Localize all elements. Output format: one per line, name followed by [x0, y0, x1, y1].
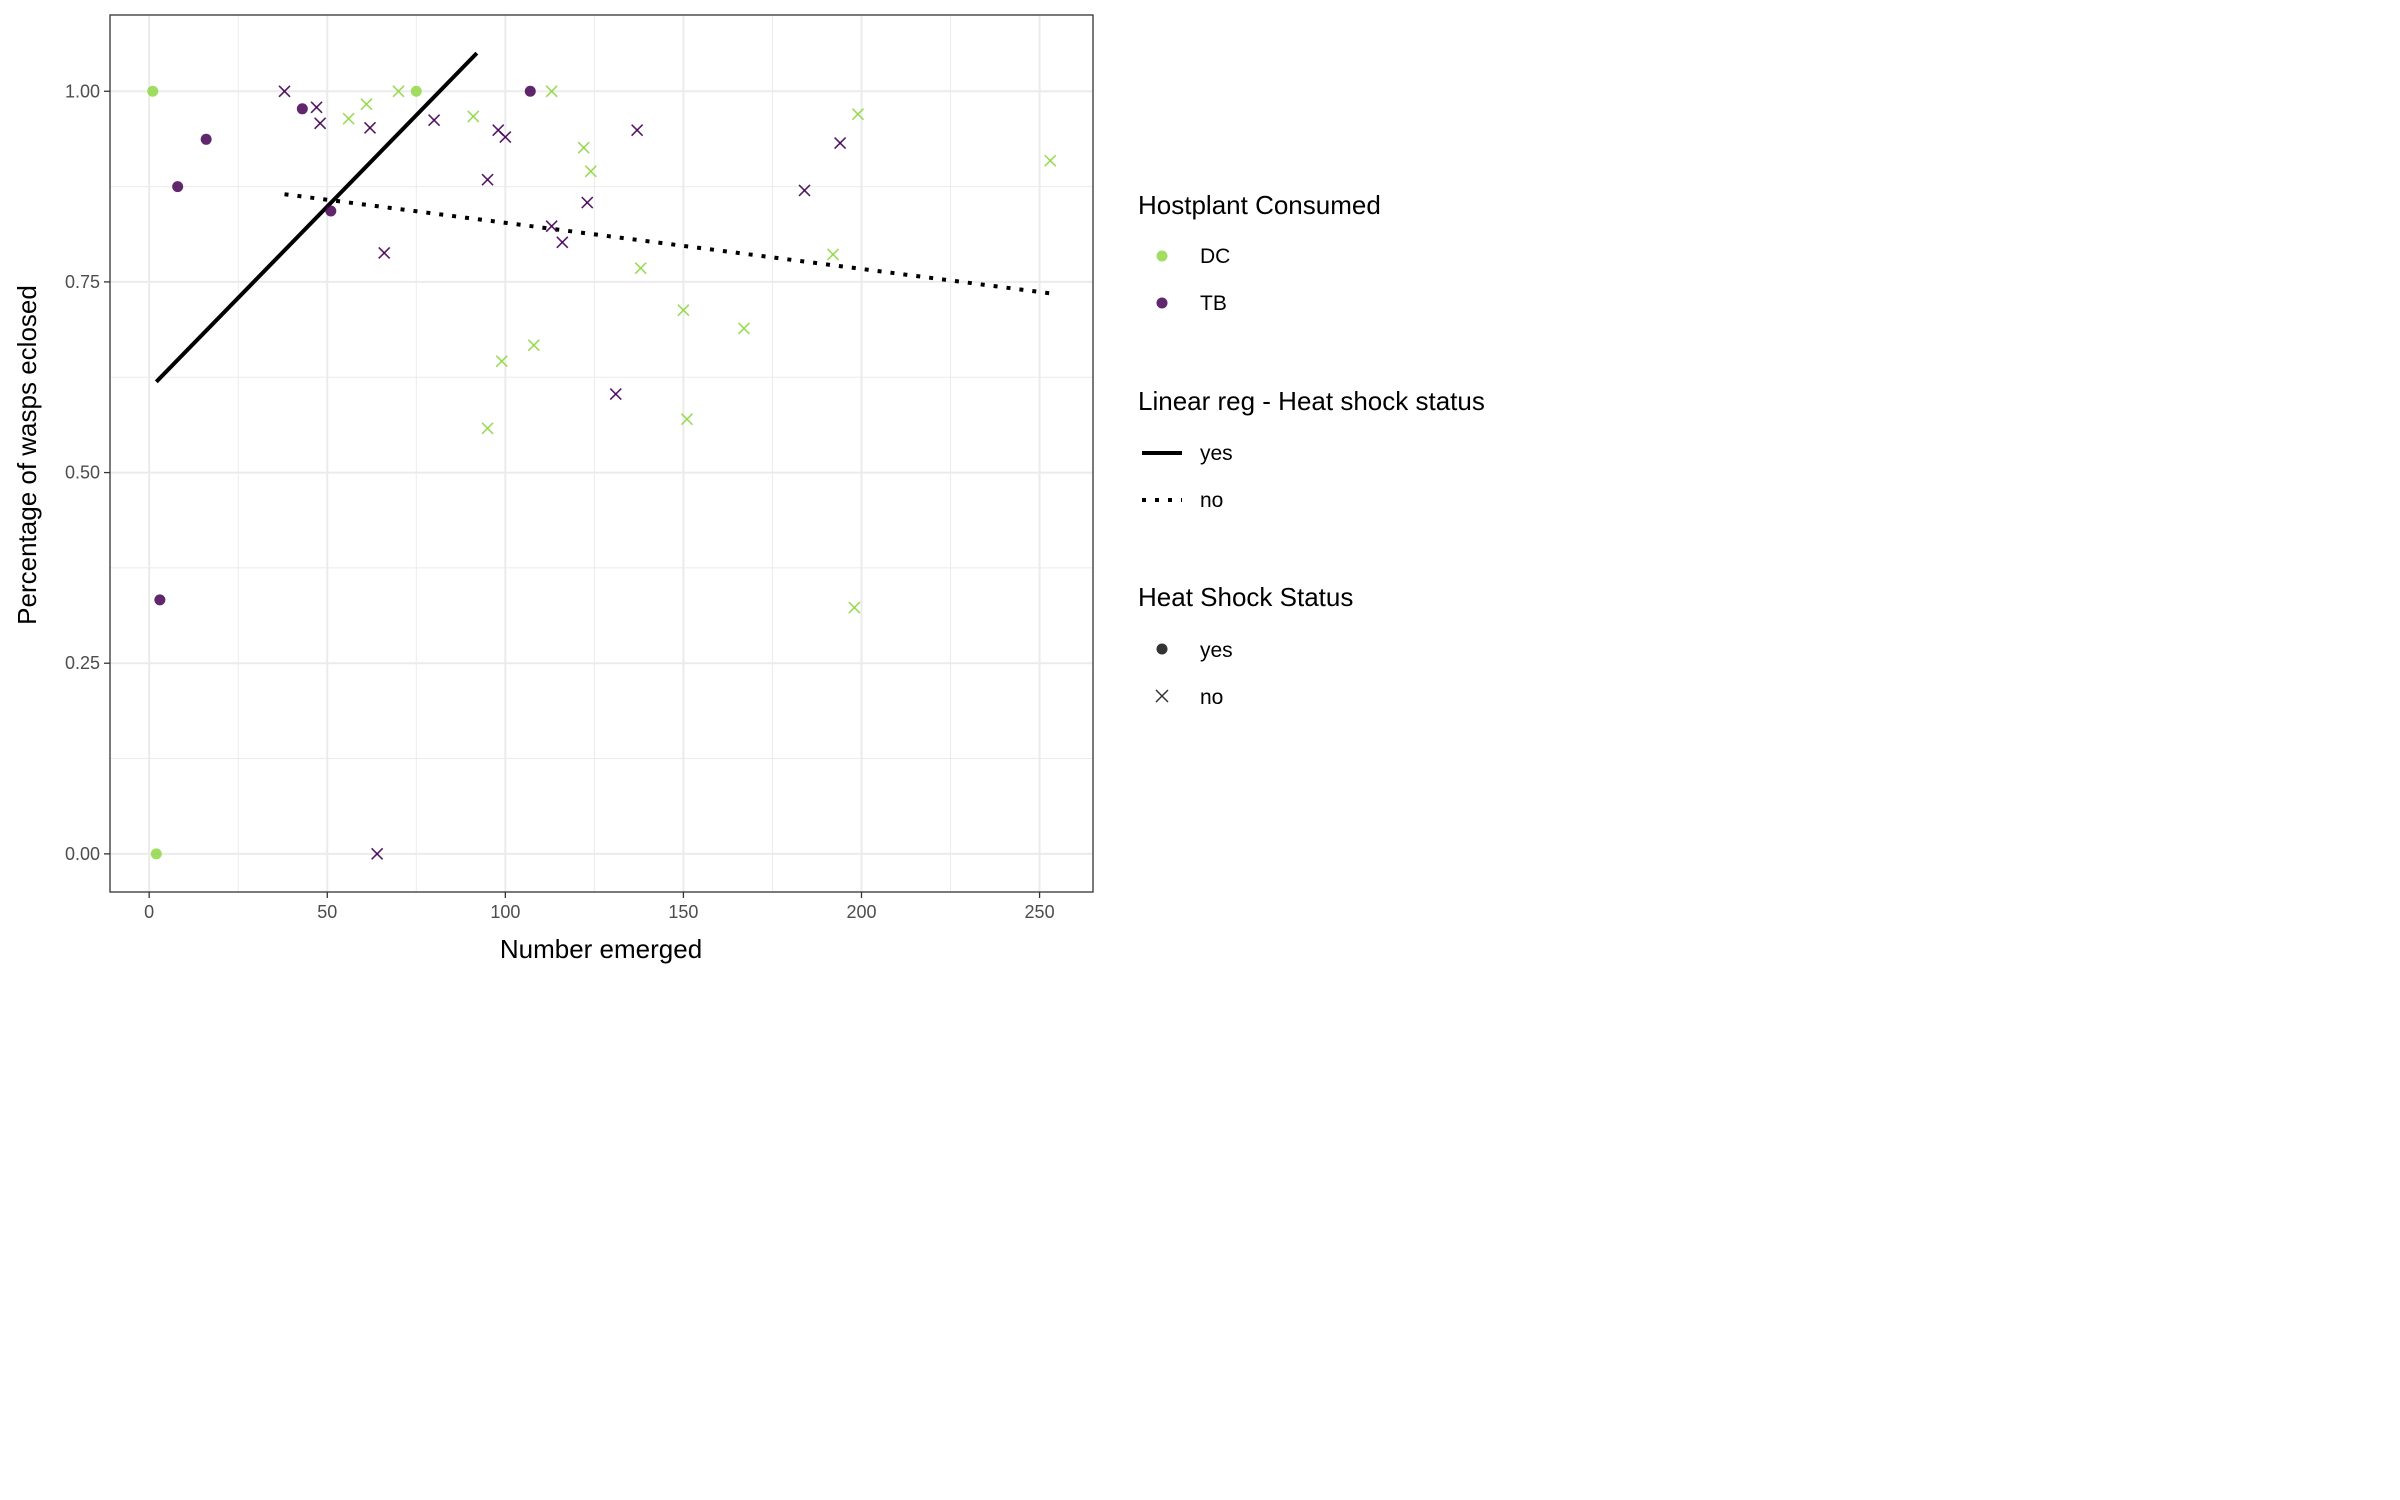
- point-dc-heatshock-no: [495, 355, 508, 368]
- legend-hostplant: Hostplant Consumed DC TB: [1138, 190, 1381, 315]
- legend-heatshock-title: Heat Shock Status: [1138, 582, 1353, 612]
- point-dc-heatshock-yes: [410, 85, 422, 97]
- point-dc-heatshock-no: [527, 339, 540, 352]
- point-dc-heatshock-no: [826, 248, 840, 261]
- point-dc-heatshock-no: [584, 165, 597, 178]
- y-tick-label: 0.25: [65, 653, 100, 673]
- legend-heatshock-no-label: no: [1200, 686, 1223, 709]
- x-tick-label: 150: [668, 902, 698, 922]
- point-tb-heatshock-yes: [325, 205, 337, 217]
- y-tick-label: 1.00: [65, 81, 100, 101]
- point-dc-heatshock-yes: [150, 848, 162, 860]
- y-tick-label: 0.75: [65, 272, 100, 292]
- point-dc-heatshock-no: [467, 110, 480, 123]
- legend-tb-label: TB: [1200, 292, 1227, 315]
- point-dc-heatshock-no: [848, 601, 861, 614]
- x-tick-label: 50: [317, 902, 337, 922]
- regression-line-yes: [154, 51, 479, 384]
- point-tb-heatshock-yes: [524, 85, 536, 97]
- legend-linreg-title: Linear reg - Heat shock status: [1138, 386, 1485, 416]
- point-tb-heatshock-no: [798, 184, 811, 197]
- point-dc-heatshock-no: [737, 322, 751, 335]
- legend-linreg-yes-label: yes: [1200, 442, 1233, 465]
- chart-root: 0 50 100 150 200 250 0.00 0.25 0.50 0.75 1.00 Num…: [0, 0, 1552, 976]
- legend-heatshock: Heat Shock Status yes no: [1138, 582, 1353, 709]
- y-tick-label: 0.50: [65, 463, 100, 483]
- legend-tb-key: [1156, 297, 1168, 309]
- legend-dc-label: DC: [1200, 245, 1230, 268]
- major-gridlines: [110, 15, 1093, 892]
- point-dc-heatshock-no: [851, 108, 865, 121]
- x-tick-label: 200: [846, 902, 876, 922]
- chart-background: [0, 0, 1552, 976]
- y-axis-ticks: 0.00 0.25 0.50 0.75 1.00: [65, 81, 110, 864]
- point-dc-heatshock-no: [392, 85, 405, 98]
- point-dc-heatshock-no: [677, 304, 690, 317]
- legend-dc-key: [1156, 250, 1168, 262]
- x-tick-label: 0: [144, 902, 154, 922]
- data-points: [147, 85, 1057, 860]
- point-tb-heatshock-no: [834, 137, 847, 150]
- point-dc-heatshock-no: [360, 98, 373, 111]
- legend-hostplant-title: Hostplant Consumed: [1138, 190, 1381, 220]
- point-tb-heatshock-yes: [296, 103, 308, 115]
- point-dc-heatshock-no: [481, 422, 494, 435]
- panel-border: [109, 14, 1094, 893]
- point-dc-heatshock-no: [634, 262, 647, 275]
- legend-no-shape-key: [1155, 689, 1169, 703]
- point-tb-heatshock-yes: [200, 133, 212, 145]
- legend-yes-shape-key: [1156, 643, 1168, 655]
- point-tb-heatshock-yes: [154, 594, 166, 606]
- point-dc-heatshock-no: [545, 85, 558, 98]
- point-tb-heatshock-no: [314, 117, 327, 130]
- point-tb-heatshock-no: [581, 196, 594, 209]
- point-tb-heatshock-no: [545, 220, 558, 233]
- y-axis-title: Percentage of wasps eclosed: [12, 285, 42, 625]
- point-dc-heatshock-no: [342, 112, 355, 125]
- point-tb-heatshock-no: [378, 246, 391, 259]
- point-tb-heatshock-no: [609, 387, 622, 401]
- point-tb-heatshock-no: [631, 124, 644, 137]
- point-tb-heatshock-no: [428, 114, 441, 127]
- point-dc-heatshock-no: [577, 141, 590, 154]
- point-tb-heatshock-no: [310, 101, 323, 114]
- point-tb-heatshock-yes: [172, 181, 184, 193]
- x-axis-ticks: 0 50 100 150 200 250: [144, 892, 1055, 922]
- point-tb-heatshock-no: [481, 173, 494, 186]
- legend-linreg-no-label: no: [1200, 489, 1223, 512]
- point-dc-heatshock-no: [1044, 154, 1057, 167]
- point-tb-heatshock-no: [499, 130, 512, 144]
- minor-gridlines: [110, 15, 1093, 892]
- regression-lines: [154, 51, 1051, 384]
- x-tick-label: 100: [490, 902, 520, 922]
- point-tb-heatshock-no: [371, 847, 384, 860]
- x-tick-label: 250: [1025, 902, 1055, 922]
- point-tb-heatshock-no: [278, 85, 291, 98]
- point-dc-heatshock-no: [680, 413, 694, 426]
- legend-linreg: Linear reg - Heat shock status yes no: [1138, 386, 1485, 512]
- point-tb-heatshock-no: [363, 121, 377, 134]
- y-tick-label: 0.00: [65, 844, 100, 864]
- point-dc-heatshock-yes: [147, 85, 159, 97]
- x-axis-title: Number emerged: [500, 934, 702, 964]
- point-tb-heatshock-no: [556, 236, 569, 249]
- legend-heatshock-yes-label: yes: [1200, 639, 1233, 662]
